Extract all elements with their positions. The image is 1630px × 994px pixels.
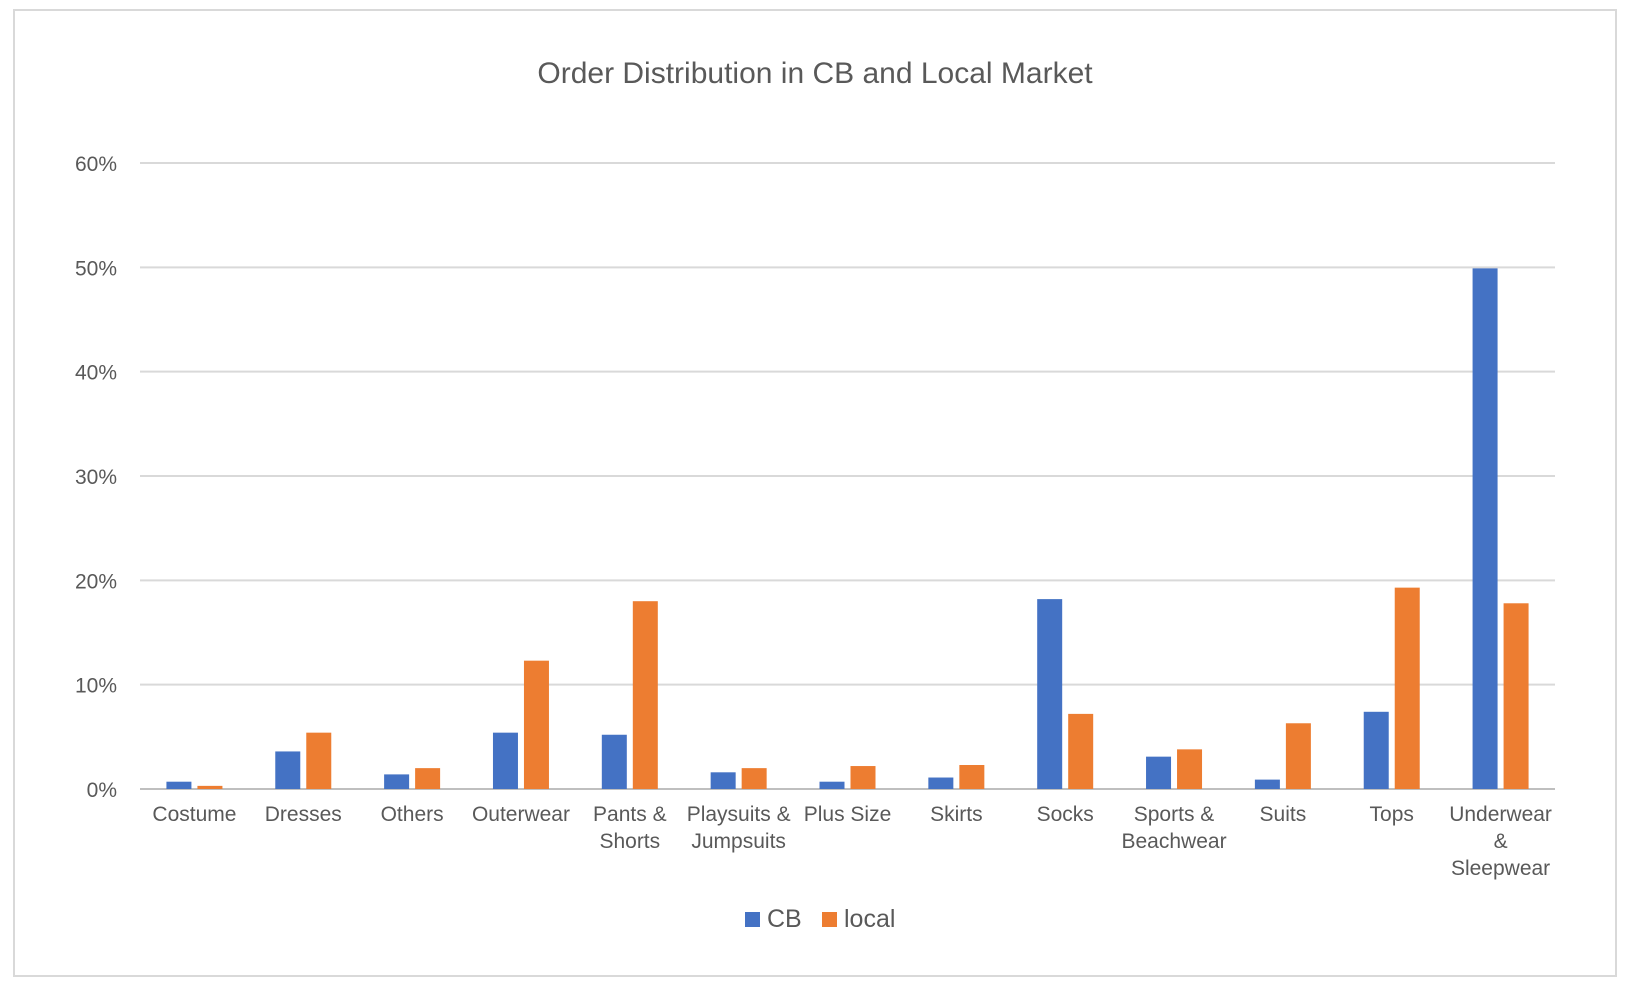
bar-local-0 [197, 785, 223, 789]
bar-local-6 [850, 766, 876, 789]
bar-local-12 [1503, 603, 1529, 789]
bar-local-7 [959, 765, 985, 789]
bar-cb-2 [384, 774, 410, 789]
x-tick-label: Skirts [930, 803, 983, 826]
bar-cb-9 [1146, 756, 1172, 789]
y-tick-label: 0% [87, 779, 117, 802]
bar-cb-0 [166, 781, 192, 789]
bar-local-5 [741, 768, 767, 789]
bar-local-9 [1177, 749, 1203, 789]
gridlines [140, 162, 1555, 790]
bar-cb-7 [928, 777, 954, 789]
x-tick-label: Underwear & Sleepwear [1449, 803, 1552, 880]
legend-label-cb: CB [767, 905, 802, 933]
x-tick-label: Costume [152, 803, 236, 826]
x-tick-label: Playsuits & Jumpsuits [687, 803, 791, 853]
x-tick-label: Others [381, 803, 444, 826]
legend: CB local [745, 905, 895, 933]
x-tick-label: Outerwear [472, 803, 570, 826]
chart-frame [13, 9, 1617, 977]
bar-cb-10 [1254, 779, 1280, 789]
legend-label-local: local [844, 905, 895, 933]
x-axis: Costume Dresses Others Outerwear Pants & Shor… [152, 803, 1552, 880]
legend-swatch-local [822, 912, 837, 927]
bar-local-4 [632, 601, 658, 789]
bar-local-2 [415, 768, 441, 789]
bar-cb-12 [1472, 268, 1498, 789]
bar-local-3 [523, 660, 549, 789]
x-tick-label: Pants & Shorts [593, 803, 667, 853]
y-tick-label: 10% [75, 675, 117, 698]
y-tick-label: 30% [75, 466, 117, 489]
bar-local-10 [1285, 723, 1311, 789]
bar-local-11 [1394, 587, 1420, 789]
x-tick-label: Suits [1260, 803, 1307, 826]
bar-cb-5 [710, 772, 736, 789]
x-tick-label: Plus Size [804, 803, 892, 826]
bars [166, 268, 1529, 789]
y-tick-label: 50% [75, 257, 117, 280]
y-tick-label: 40% [75, 362, 117, 385]
bar-cb-1 [275, 751, 301, 789]
y-tick-label: 20% [75, 570, 117, 593]
bar-cb-3 [492, 732, 518, 789]
chart-title: Order Distribution in CB and Local Marke… [537, 57, 1093, 90]
y-tick-label: 60% [75, 153, 117, 176]
bar-cb-11 [1363, 711, 1389, 789]
x-tick-label: Tops [1370, 803, 1414, 826]
bar-local-8 [1068, 713, 1094, 789]
bar-cb-4 [601, 734, 627, 789]
y-axis: 0% 10% 20% 30% 40% 50% 60% [75, 153, 117, 802]
bar-cb-6 [819, 781, 845, 789]
x-tick-label: Sports & Beachwear [1122, 803, 1227, 853]
x-tick-label: Dresses [265, 803, 342, 826]
legend-swatch-cb [745, 912, 760, 927]
x-tick-label: Socks [1037, 803, 1094, 826]
bar-cb-8 [1037, 599, 1063, 789]
bar-local-1 [306, 732, 332, 789]
